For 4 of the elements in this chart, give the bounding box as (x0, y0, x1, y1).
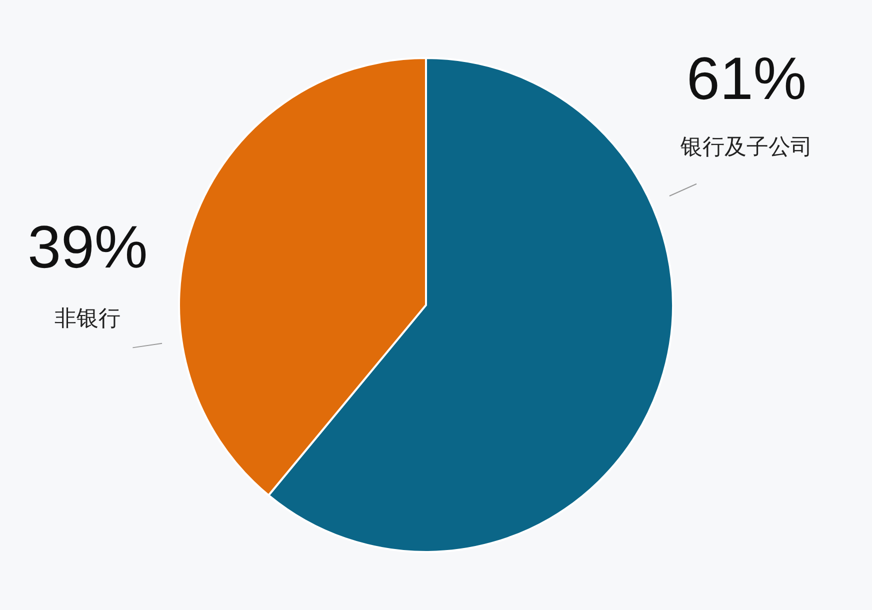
slice-label: 非银行 (54, 306, 121, 332)
data-label: 39% (28, 214, 148, 281)
data-label: 61% (686, 44, 807, 112)
slice-label: 银行及子公司 (680, 134, 813, 160)
